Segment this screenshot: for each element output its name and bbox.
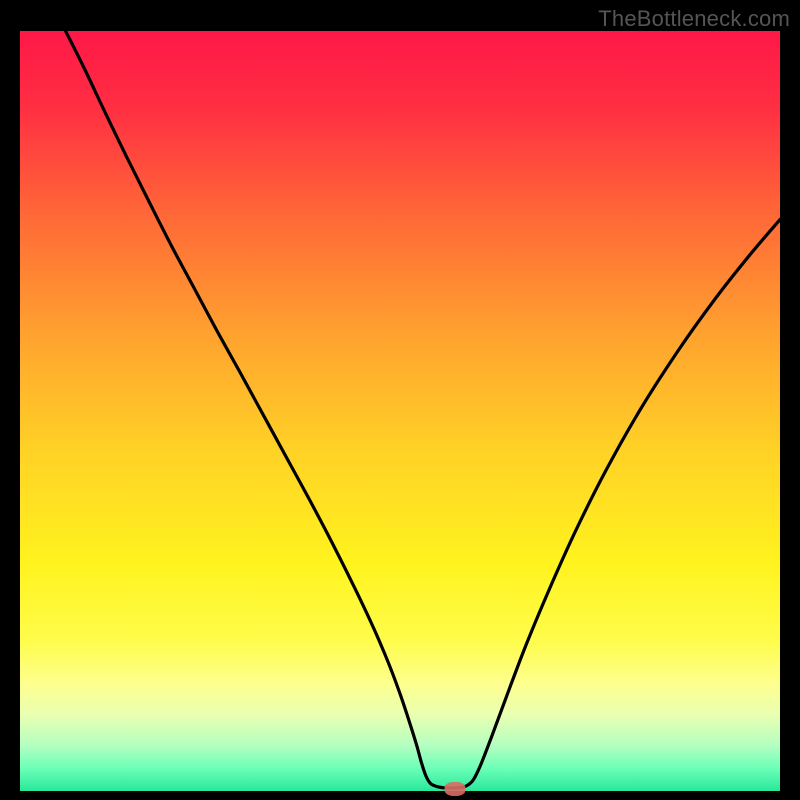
chart-frame: TheBottleneck.com	[0, 0, 800, 800]
plot-area	[20, 31, 780, 791]
watermark-text: TheBottleneck.com	[598, 6, 790, 32]
optimal-point-marker	[445, 782, 466, 796]
bottleneck-curve	[20, 31, 780, 791]
curve-path	[66, 31, 780, 788]
